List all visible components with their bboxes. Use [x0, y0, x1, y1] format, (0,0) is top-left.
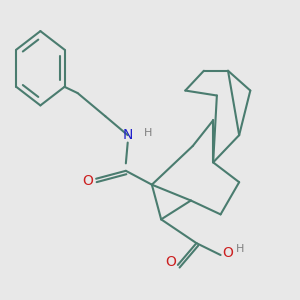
Text: H: H: [144, 128, 152, 138]
Text: H: H: [236, 244, 244, 254]
Text: O: O: [166, 255, 177, 269]
Text: N: N: [122, 128, 133, 142]
Text: O: O: [222, 245, 233, 260]
Text: O: O: [82, 174, 93, 188]
